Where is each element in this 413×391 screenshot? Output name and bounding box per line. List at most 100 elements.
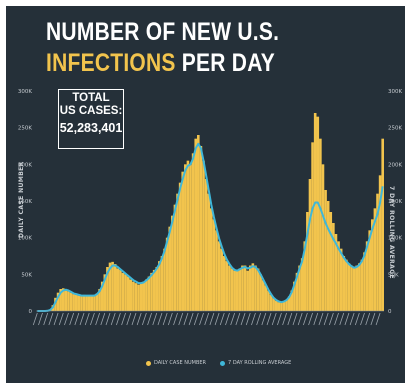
x-tick-mark xyxy=(64,312,69,326)
title-highlight: INFECTIONS xyxy=(46,49,176,77)
bar xyxy=(119,269,122,311)
bar xyxy=(248,265,252,311)
bar xyxy=(228,265,231,311)
bar xyxy=(184,164,187,311)
y-tick-label-left: 300K xyxy=(18,89,32,95)
bar xyxy=(155,267,159,311)
x-tick-mark xyxy=(323,312,329,326)
bar xyxy=(347,263,351,311)
x-tick-mark xyxy=(100,312,106,326)
bar xyxy=(67,291,70,311)
y-tick-label-right: 250K xyxy=(388,126,402,132)
bar xyxy=(95,293,99,311)
x-tick-mark xyxy=(375,312,381,326)
legend-swatch-average xyxy=(220,360,226,366)
x-tick-mark xyxy=(370,312,376,326)
x-tick-mark xyxy=(360,312,365,326)
bar xyxy=(150,272,153,311)
y-tick-label-right: 300K xyxy=(388,89,402,95)
x-tick-mark xyxy=(308,312,313,326)
bar xyxy=(103,274,107,311)
bar xyxy=(186,160,190,311)
y-tick-label-left: 200K xyxy=(18,162,32,168)
y-tick-label-right: 100K xyxy=(388,236,402,242)
bar xyxy=(334,234,338,311)
x-tick-mark xyxy=(266,312,272,326)
bar xyxy=(56,292,60,311)
bar xyxy=(189,164,192,311)
bar xyxy=(176,193,179,311)
x-tick-mark xyxy=(178,312,184,326)
bar xyxy=(352,267,356,311)
bar xyxy=(360,259,364,311)
bar xyxy=(337,241,340,311)
x-tick-mark xyxy=(354,312,360,326)
bar xyxy=(210,208,213,311)
bar xyxy=(98,289,101,311)
us-cases-label: US CASES: xyxy=(59,105,123,117)
bar xyxy=(272,297,275,311)
bar xyxy=(191,153,195,311)
y-tick-label-right: 150K xyxy=(388,199,402,205)
legend: DAILY CASE NUMBER 7 DAY ROLLING AVERAGE xyxy=(146,360,301,366)
bar xyxy=(215,230,218,311)
x-tick-mark xyxy=(116,312,121,326)
bar xyxy=(173,204,177,311)
bar xyxy=(181,171,185,311)
bar xyxy=(282,301,286,311)
bar xyxy=(147,276,151,311)
bar xyxy=(77,295,81,311)
x-tick-mark xyxy=(199,312,204,326)
x-tick-mark xyxy=(162,312,168,326)
x-tick-mark xyxy=(157,312,163,326)
y-tick-label-right: 50K xyxy=(388,272,399,278)
bar xyxy=(381,138,384,311)
total-cases-value: 52,283,401 xyxy=(59,121,123,135)
line-series-rolling-average xyxy=(37,142,384,312)
x-tick-mark xyxy=(38,312,43,326)
bar xyxy=(261,280,265,311)
x-tick-mark xyxy=(235,312,241,326)
y-tick-label-left: 150K xyxy=(18,199,32,205)
bar xyxy=(82,294,86,311)
bar xyxy=(178,182,182,311)
bar xyxy=(267,290,270,311)
title-rest: PER DAY xyxy=(175,49,275,77)
x-tick-mark xyxy=(32,312,38,326)
bar xyxy=(152,269,156,311)
x-tick-mark xyxy=(240,312,246,326)
x-tick-mark xyxy=(105,312,111,326)
bar xyxy=(376,193,379,311)
bar xyxy=(90,296,94,311)
bar xyxy=(233,270,236,311)
bar xyxy=(251,263,255,311)
bar xyxy=(355,265,359,311)
x-tick-mark xyxy=(193,312,199,326)
x-tick-mark xyxy=(188,312,194,326)
bar xyxy=(371,219,374,311)
bar xyxy=(290,290,294,311)
bar xyxy=(145,279,148,311)
bar xyxy=(300,258,304,311)
y-axis-label-right: 7 DAY ROLLING AVERAGE xyxy=(388,186,395,280)
bar xyxy=(235,270,239,311)
bar xyxy=(326,201,330,311)
bar xyxy=(137,284,140,311)
y-tick-label-right: 200K xyxy=(388,162,402,168)
bar xyxy=(230,268,234,311)
x-tick-mark xyxy=(303,312,308,326)
bar xyxy=(321,164,325,311)
legend-swatch-daily xyxy=(146,360,151,366)
bar xyxy=(246,270,249,311)
bar xyxy=(243,265,247,311)
bar xyxy=(121,272,125,311)
bar xyxy=(332,223,335,311)
bar xyxy=(85,295,88,311)
x-tick-mark xyxy=(256,312,262,326)
bar xyxy=(132,281,135,311)
bar xyxy=(129,279,133,311)
bar xyxy=(313,113,317,311)
x-tick-mark xyxy=(344,312,350,326)
chart-title-line1: NUMBER OF NEW U.S. xyxy=(46,18,280,46)
